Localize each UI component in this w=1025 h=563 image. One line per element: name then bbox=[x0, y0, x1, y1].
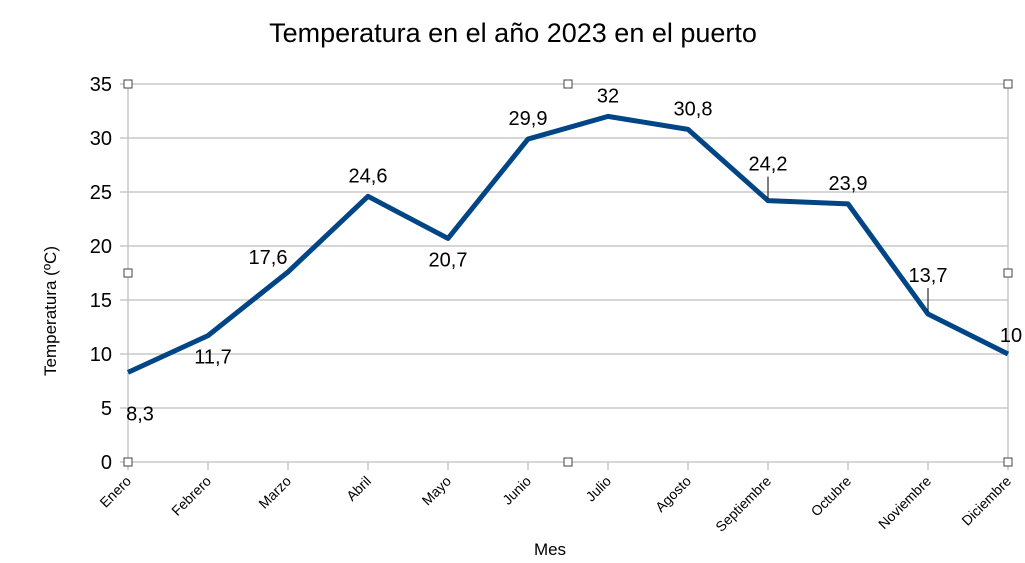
data-label: 24,2 bbox=[749, 154, 788, 176]
data-labels: 8,3 11,7 17,6 24,6 20,7 29,9 32 30,8 24,2 23,9 13,… bbox=[126, 85, 1022, 425]
selection-handle bbox=[1003, 457, 1013, 467]
y-tick-label: 35 bbox=[90, 74, 112, 96]
data-label: 17,6 bbox=[249, 247, 288, 269]
x-axis-ticks: Enero Febrero Marzo Abril Mayo Junio Julio Agos… bbox=[96, 462, 1014, 535]
selection-handle bbox=[123, 268, 133, 278]
data-label: 20,7 bbox=[429, 249, 468, 271]
selection-handle bbox=[1003, 268, 1013, 278]
data-label: 8,3 bbox=[126, 403, 154, 425]
x-tick-label: Diciembre bbox=[958, 473, 1014, 529]
data-label: 11,7 bbox=[194, 347, 231, 369]
y-axis-label: Temperatura (ºC) bbox=[41, 246, 60, 376]
selection-handle bbox=[563, 457, 573, 467]
selection-handle bbox=[123, 79, 133, 89]
y-tick-label: 20 bbox=[90, 236, 112, 258]
selection-handles bbox=[123, 79, 1013, 467]
data-label: 24,6 bbox=[349, 165, 388, 187]
y-tick-label: 15 bbox=[90, 290, 112, 312]
gridlines bbox=[120, 83, 1009, 470]
data-label: 23,9 bbox=[829, 173, 868, 195]
x-tick-label: Febrero bbox=[168, 473, 214, 519]
x-tick-label: Abril bbox=[343, 473, 374, 504]
x-tick-label: Enero bbox=[96, 473, 134, 511]
x-tick-label: Noviembre bbox=[875, 473, 934, 532]
y-tick-label: 5 bbox=[101, 398, 112, 420]
x-tick-label: Agosto bbox=[652, 473, 694, 515]
x-tick-label: Julio bbox=[582, 473, 614, 505]
x-axis-label: Mes bbox=[534, 540, 566, 559]
data-label: 32 bbox=[597, 85, 619, 107]
chart-title: Temperatura en el año 2023 en el puerto bbox=[269, 18, 757, 48]
x-tick-label: Septiembre bbox=[712, 473, 774, 535]
selection-handle bbox=[123, 457, 133, 467]
data-label: 10 bbox=[1000, 325, 1022, 347]
x-tick-label: Mayo bbox=[419, 473, 455, 509]
selection-handle bbox=[563, 79, 573, 89]
x-tick-label: Marzo bbox=[255, 473, 294, 512]
y-tick-label: 30 bbox=[90, 128, 112, 150]
data-label: 13,7 bbox=[909, 265, 948, 287]
data-label: 29,9 bbox=[509, 108, 548, 130]
x-tick-label: Junio bbox=[499, 473, 534, 508]
y-tick-label: 25 bbox=[90, 182, 112, 204]
x-tick-label: Octubre bbox=[808, 473, 855, 520]
y-tick-label: 10 bbox=[90, 344, 112, 366]
y-axis-ticks: 0 5 10 15 20 25 30 35 bbox=[90, 74, 112, 474]
selection-handle bbox=[1003, 79, 1013, 89]
series-line-temperatura bbox=[126, 113, 1010, 375]
y-tick-label: 0 bbox=[101, 452, 112, 474]
data-label: 30,8 bbox=[674, 98, 713, 120]
series-group bbox=[126, 113, 1010, 375]
